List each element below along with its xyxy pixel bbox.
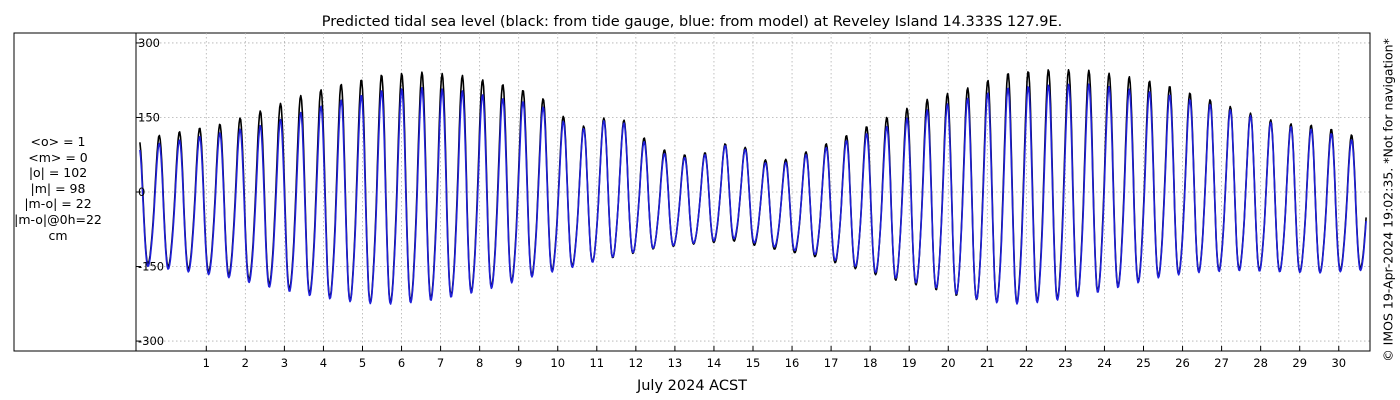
x-tick-label: 30 xyxy=(1331,356,1346,370)
x-tick-label: 17 xyxy=(824,356,839,370)
y-tick-label: 300 xyxy=(138,36,160,50)
x-tick-label: 5 xyxy=(359,356,366,370)
x-tick-label: 19 xyxy=(902,356,917,370)
x-tick-label: 10 xyxy=(550,356,565,370)
x-tick-label: 12 xyxy=(629,356,644,370)
x-tick-label: 26 xyxy=(1175,356,1190,370)
stat-abs-diff-0h: |m-o|@0h=22 xyxy=(14,211,102,227)
x-tick-label: 9 xyxy=(515,356,522,370)
x-tick-label: 2 xyxy=(242,356,249,370)
y-tick-label: 0 xyxy=(138,185,145,199)
grid xyxy=(136,33,1370,351)
x-tick-label: 22 xyxy=(1019,356,1034,370)
x-tick-label: 7 xyxy=(437,356,444,370)
statistics-panel: <o> = 1 <m> = 0 |o| = 102 |m| = 98 |m-o|… xyxy=(12,134,104,243)
series-line-model xyxy=(139,83,1367,305)
x-tick-label: 11 xyxy=(589,356,604,370)
x-tick-label: 4 xyxy=(320,356,327,370)
stat-mean-observed: <o> = 1 xyxy=(30,134,86,149)
x-tick-label: 6 xyxy=(398,356,405,370)
x-tick-label: 3 xyxy=(281,356,288,370)
stat-abs-model: |m| = 98 xyxy=(30,180,86,196)
x-tick-label: 8 xyxy=(476,356,483,370)
y-tick-label: -300 xyxy=(138,334,164,348)
outer-frame xyxy=(13,32,1371,352)
x-tick-label: 23 xyxy=(1058,356,1073,370)
x-tick-label: 28 xyxy=(1253,356,1268,370)
x-tick-label: 24 xyxy=(1097,356,1112,370)
x-tick-label: 13 xyxy=(668,356,683,370)
x-tick-label: 15 xyxy=(746,356,761,370)
y-tick-label: -150 xyxy=(138,260,164,274)
stat-unit: cm xyxy=(48,227,68,243)
series-layer xyxy=(139,69,1367,305)
x-tick-label: 21 xyxy=(980,356,995,370)
y-tick-label: 150 xyxy=(138,110,160,124)
stat-mean-model: <m> = 0 xyxy=(28,149,88,165)
x-tick-label: 1 xyxy=(203,356,210,370)
stat-abs-diff: |m-o| = 22 xyxy=(24,196,92,212)
copyright-note: © IMOS 19-Apr-2024 19:02:35. *Not for na… xyxy=(1380,38,1396,362)
x-tick-label: 14 xyxy=(707,356,722,370)
x-tick-label: 29 xyxy=(1292,356,1307,370)
x-tick-label: 27 xyxy=(1214,356,1229,370)
x-tick-label: 18 xyxy=(863,356,878,370)
x-tick-label: 16 xyxy=(785,356,800,370)
stat-abs-observed: |o| = 102 xyxy=(28,165,88,181)
x-tick-label: 20 xyxy=(941,356,956,370)
chart-title: Predicted tidal sea level (black: from t… xyxy=(322,14,1063,30)
x-axis-label: July 2024 ACST xyxy=(636,378,747,394)
x-tick-label: 25 xyxy=(1136,356,1151,370)
